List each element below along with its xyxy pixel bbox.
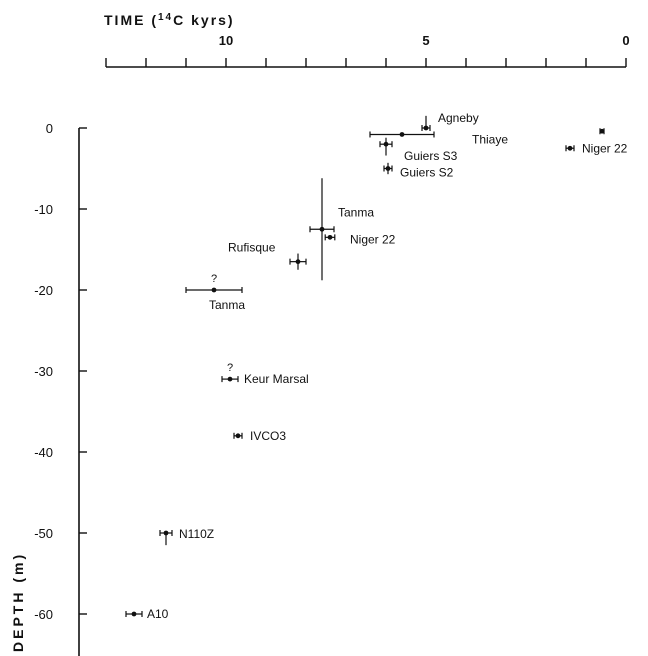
point-marker xyxy=(227,376,233,382)
point-marker xyxy=(163,530,169,536)
data-point: Agneby xyxy=(421,111,479,131)
point-marker xyxy=(295,259,301,265)
point-label: Rufisque xyxy=(228,241,276,255)
data-point: IVCO3 xyxy=(233,429,286,443)
data-point xyxy=(599,128,605,135)
x-axis: 10 5 0 xyxy=(105,33,630,68)
point-marker xyxy=(423,125,429,131)
point-marker xyxy=(327,234,333,240)
point-marker xyxy=(235,433,241,439)
point-marker xyxy=(131,611,137,617)
x-tick-label: 5 xyxy=(422,33,429,48)
point-label: Tanma xyxy=(209,298,245,312)
y-tick-label: -10 xyxy=(34,202,53,217)
data-point: Niger 22 xyxy=(565,141,628,155)
point-label: Tanma xyxy=(338,205,374,219)
data-point: A10 xyxy=(125,607,169,621)
data-point: Tanma? xyxy=(185,273,245,312)
y-tick-label: -50 xyxy=(34,526,53,541)
data-point: Rufisque xyxy=(228,241,307,270)
point-label: Niger 22 xyxy=(582,141,628,155)
data-point: Niger 22 xyxy=(324,232,396,246)
point-label: Guiers S2 xyxy=(400,166,454,180)
point-marker xyxy=(211,287,217,293)
plot-points: Agneby Thiaye Guiers S3 Guiers S2 Niger 22 Ta… xyxy=(125,111,628,621)
point-marker xyxy=(599,128,605,134)
point-marker xyxy=(385,166,391,171)
data-point: Thiaye xyxy=(369,131,508,146)
point-marker xyxy=(383,141,389,147)
data-point: N110Z xyxy=(159,527,214,546)
point-label: Agneby xyxy=(438,111,479,125)
y-tick-label: -40 xyxy=(34,445,53,460)
y-tick-label: -20 xyxy=(34,283,53,298)
point-marker xyxy=(567,145,573,151)
x-axis-title: TIME (14C kyrs) xyxy=(104,12,235,28)
data-point: Tanma xyxy=(309,178,374,281)
y-tick-label: -60 xyxy=(34,607,53,622)
uncertain-marker: ? xyxy=(211,273,217,285)
y-axis: 0 -10 -20 -30 -40 -50 -60 xyxy=(34,121,87,656)
y-axis-title: DEPTH (m) xyxy=(10,552,26,652)
point-marker xyxy=(319,226,325,232)
uncertain-marker: ? xyxy=(227,362,233,374)
point-marker xyxy=(399,132,405,137)
point-label: N110Z xyxy=(179,527,214,541)
point-label: IVCO3 xyxy=(250,429,286,443)
data-point: Guiers S2 xyxy=(383,162,454,180)
data-point: Keur Marsal? xyxy=(221,362,309,386)
y-tick-label: -30 xyxy=(34,364,53,379)
point-label: Thiaye xyxy=(472,132,508,146)
x-tick-label: 0 xyxy=(622,33,629,48)
x-tick-label: 10 xyxy=(219,33,233,48)
point-label: Keur Marsal xyxy=(244,372,309,386)
y-tick-label: 0 xyxy=(46,121,53,136)
point-label: Niger 22 xyxy=(350,232,396,246)
data-point: Guiers S3 xyxy=(379,137,458,163)
point-label: Guiers S3 xyxy=(404,149,458,163)
point-label: A10 xyxy=(147,607,169,621)
